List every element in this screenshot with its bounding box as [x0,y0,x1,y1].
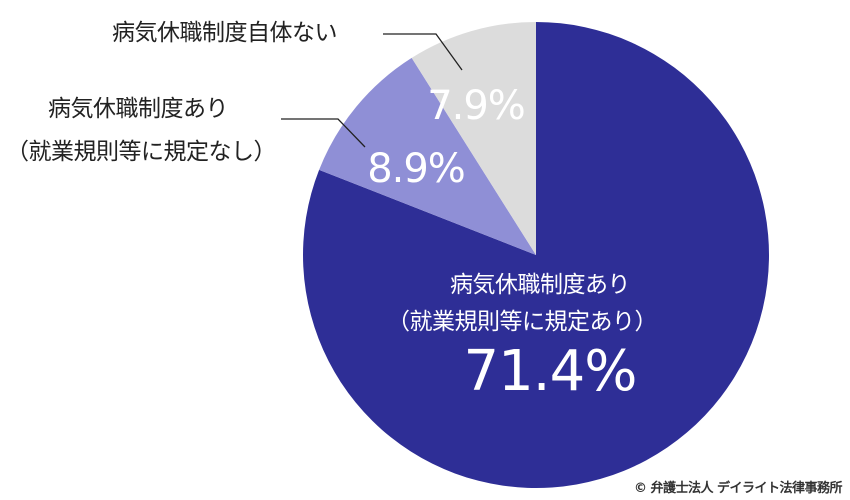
value-mid-slice: 8.9% [367,146,466,192]
pie-slice-2 [319,57,536,256]
value-main-slice: 71.4% [463,339,638,404]
pie-slice-3 [411,22,536,255]
leader-line-small-slice [383,33,463,71]
pie-slices [303,21,770,488]
label-system-in-rules-line2: （就業規則等に規定あり） [387,309,658,335]
value-small-slice: 7.9% [427,83,526,129]
leader-line-mid-slice [281,118,366,148]
pie-slice-1 [303,21,770,488]
label-no-system: 病気休職制度自体ない [112,20,338,46]
copyright-notice: © 弁護士法人 デイライト法律事務所 [633,481,843,496]
label-system-not-in-rules-line1: 病気休職制度あり [48,96,229,122]
label-system-not-in-rules-line2: （就業規則等に規定なし） [6,139,277,165]
label-system-in-rules-line1: 病気休職制度あり [450,272,631,298]
